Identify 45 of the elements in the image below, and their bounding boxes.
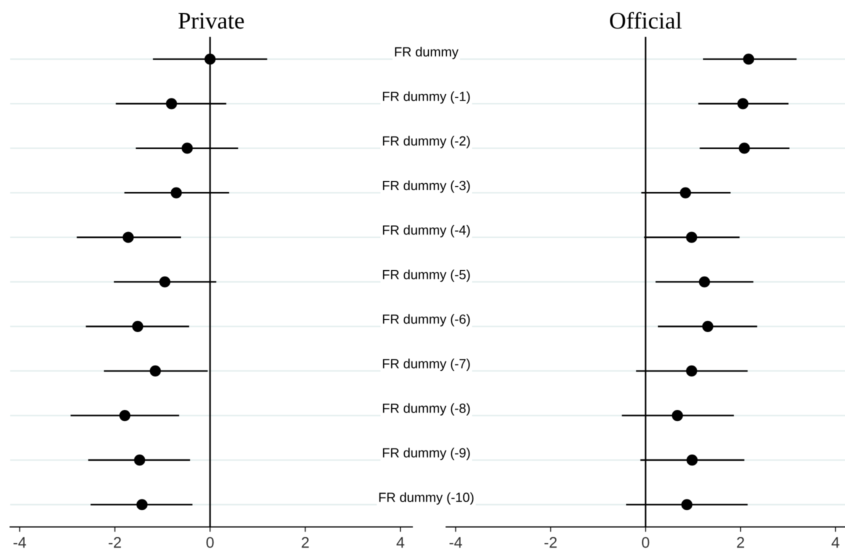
point [698, 276, 710, 288]
y-tick-label: FR dummy (-1) [382, 91, 470, 104]
x-tick-label: 4 [396, 537, 404, 548]
point [737, 98, 748, 110]
point [122, 232, 134, 243]
y-tick-label: FR dummy (-2) [382, 136, 470, 148]
y-tick-label: FR dummy (-5) [382, 270, 470, 282]
y-tick-label: FR dummy (-9) [382, 448, 470, 460]
x-tick-label: -2 [108, 537, 121, 548]
point [182, 142, 193, 154]
point [686, 232, 698, 243]
point [680, 187, 692, 198]
point [738, 142, 750, 154]
y-tick-label: FR dummy [395, 46, 458, 60]
y-tick-label: FR dummy (-6) [382, 314, 470, 326]
point [150, 365, 161, 377]
point [136, 499, 148, 510]
point [702, 320, 714, 332]
x-tick-label: -4 [450, 537, 462, 548]
point [170, 187, 182, 198]
point [681, 499, 692, 510]
y-tick-label: FR dummy (-7) [382, 358, 470, 371]
point [672, 410, 683, 422]
x-tick-label: -2 [544, 537, 557, 548]
x-tick-label: 0 [642, 537, 650, 548]
point [743, 54, 754, 65]
y-tick-label: FR dummy (-3) [382, 180, 470, 193]
x-tick-label: -4 [14, 537, 26, 548]
point [119, 410, 130, 422]
point [686, 454, 698, 466]
x-tick-label: 2 [737, 537, 744, 548]
x-tick-label: 2 [302, 537, 309, 548]
point [166, 98, 178, 110]
y-tick-label: FR dummy (-4) [382, 225, 470, 238]
point [204, 54, 216, 65]
point [159, 276, 170, 288]
point [134, 454, 146, 466]
y-tick-label: FR dummy (-8) [382, 403, 470, 416]
point [686, 365, 698, 377]
x-tick-label: 0 [206, 537, 214, 548]
point [132, 320, 144, 332]
chart-title: Private [178, 12, 244, 29]
y-tick-label: FR dummy (-10) [379, 492, 474, 505]
chart-title: Official [610, 12, 682, 29]
x-tick-label: 4 [832, 537, 840, 548]
